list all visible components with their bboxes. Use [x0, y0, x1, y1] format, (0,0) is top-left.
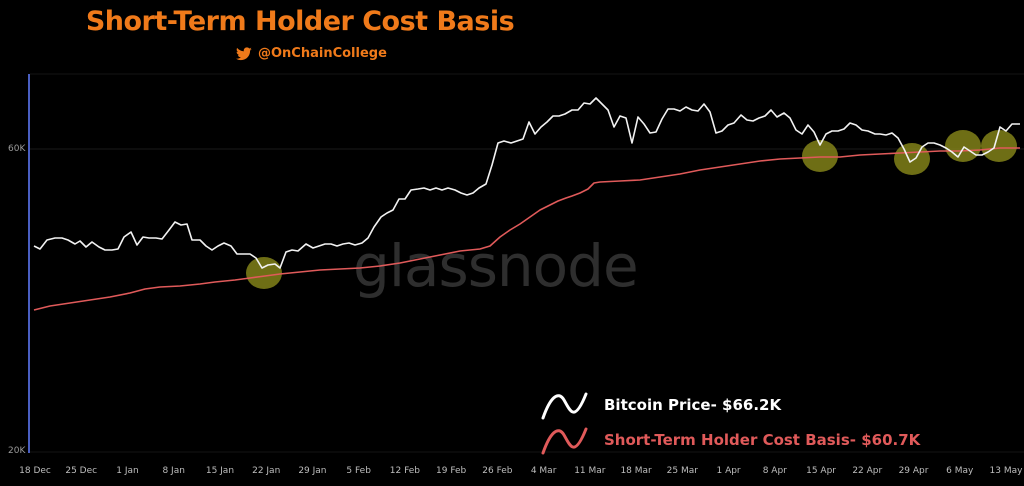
twitter-handle-text: @OnChainCollege — [258, 46, 387, 61]
x-tick: 26 Feb — [482, 466, 513, 476]
bitcoin-price-line — [33, 97, 1020, 269]
x-tick: 18 Mar — [620, 466, 652, 476]
legend-sth-label: Short-Term Holder Cost Basis- $60.7K — [604, 431, 921, 449]
x-tick: 15 Apr — [806, 466, 836, 476]
x-tick: 15 Jan — [205, 466, 235, 476]
white-wave-icon — [541, 392, 588, 420]
x-tick: 4 Mar — [530, 466, 557, 476]
highlight-circle — [246, 257, 282, 289]
x-tick: 19 Feb — [436, 466, 467, 476]
x-tick: 22 Jan — [252, 466, 281, 476]
x-tick: 13 May — [989, 466, 1023, 476]
x-tick: 8 Apr — [762, 466, 787, 476]
x-tick: 1 Jan — [116, 466, 139, 476]
y-tick-60k: 60K — [8, 144, 26, 154]
x-tick: 25 Mar — [666, 466, 698, 476]
highlight-circle — [894, 143, 930, 175]
legend-price-label: Bitcoin Price- $66.2K — [604, 396, 782, 414]
x-tick: 5 Feb — [346, 466, 371, 476]
y-tick-20k: 20K — [8, 446, 26, 456]
twitter-bird-icon — [236, 46, 252, 60]
glassnode-watermark: glassnode — [353, 232, 639, 300]
legend-sth-cost-basis: Short-Term Holder Cost Basis- $60.7K — [540, 423, 920, 457]
x-tick: 18 Dec — [19, 466, 51, 476]
x-tick: 8 Jan — [162, 466, 185, 476]
red-wave-icon — [541, 427, 588, 455]
legend-bitcoin-price: Bitcoin Price- $66.2K — [540, 388, 781, 422]
x-tick: 12 Feb — [389, 466, 421, 476]
highlight-circle — [945, 130, 981, 162]
x-tick: 1 Apr — [716, 466, 741, 476]
x-tick: 6 May — [946, 466, 974, 476]
twitter-handle[interactable]: @OnChainCollege — [236, 46, 387, 61]
x-tick: 25 Dec — [65, 466, 98, 476]
sth-cost-basis-line — [33, 147, 1020, 311]
highlight-circle — [802, 140, 838, 172]
x-tick: 11 Mar — [574, 466, 606, 476]
chart-title: Short-Term Holder Cost Basis — [85, 6, 515, 37]
highlight-circle — [981, 130, 1017, 162]
x-tick: 29 Jan — [298, 466, 327, 476]
x-tick: 22 Apr — [852, 466, 883, 476]
highlight-circles — [246, 130, 1017, 289]
x-tick: 29 Apr — [898, 466, 929, 476]
